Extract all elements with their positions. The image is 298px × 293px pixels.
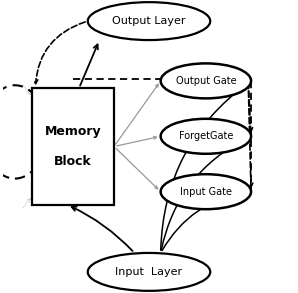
Ellipse shape [161, 63, 251, 98]
Text: Output Gate: Output Gate [176, 76, 236, 86]
Ellipse shape [88, 2, 210, 40]
Text: Input Gate: Input Gate [180, 187, 232, 197]
Bar [32, 88, 114, 205]
Ellipse shape [88, 253, 210, 291]
Ellipse shape [161, 119, 251, 154]
Text: ForgetGate: ForgetGate [179, 131, 233, 141]
Text: Memory

Block: Memory Block [45, 125, 102, 168]
Text: Output Layer: Output Layer [112, 16, 186, 26]
Text: Input  Layer: Input Layer [115, 267, 183, 277]
Ellipse shape [161, 174, 251, 209]
